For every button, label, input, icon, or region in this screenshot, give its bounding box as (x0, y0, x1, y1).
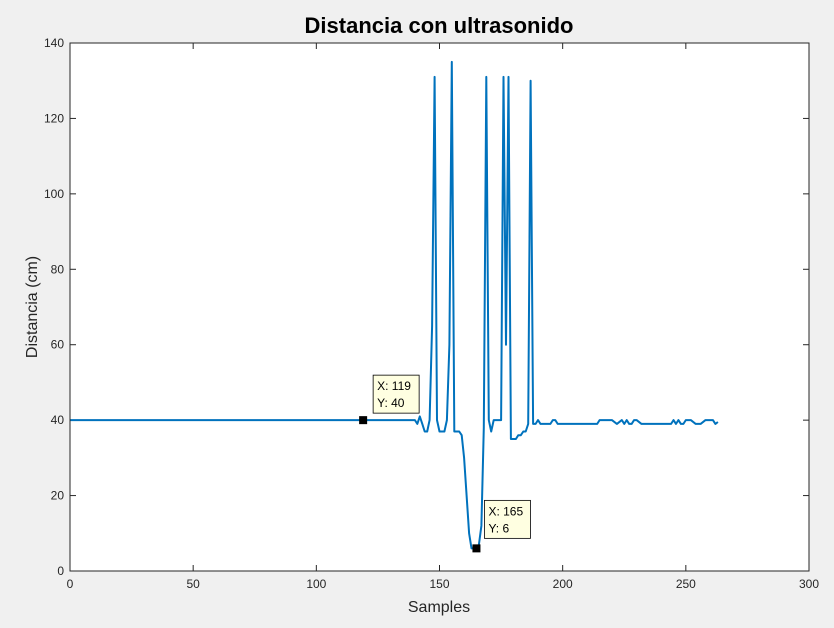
series-line[interactable] (70, 60, 719, 550)
datatip-box (372, 374, 420, 414)
y-tick-label: 140 (44, 36, 64, 50)
datatips-group: X: 119 Y: 40 X: 165 Y: 6 (359, 374, 531, 553)
datatip-y-label: Y: 6 (488, 521, 509, 535)
datatip-box (484, 499, 531, 539)
axes-background (70, 43, 809, 571)
y-axis-label: Distancia (cm) (24, 256, 41, 358)
datatip-x-label: X: 165 (488, 504, 523, 518)
y-tick-label: 20 (51, 489, 65, 503)
x-tick-label: 300 (799, 577, 819, 591)
x-tick-label: 0 (67, 577, 74, 591)
axes-box (69, 42, 810, 572)
x-tick-label: 250 (676, 577, 696, 591)
datatip-x-label: X: 119 (377, 379, 411, 393)
datatip-y-label: Y: 40 (377, 396, 405, 410)
y-tick-label: 120 (44, 111, 64, 125)
axis-ticks: 0 50 100 150 200 250 300 0 20 40 60 80 100 120 140 (44, 36, 819, 591)
chart-title: Distancia con ultrasonido (305, 13, 574, 38)
x-tick-label: 150 (429, 577, 449, 591)
y-tick-label: 60 (51, 338, 65, 352)
x-tick-label: 100 (306, 577, 326, 591)
datatip-marker[interactable] (359, 416, 368, 425)
series-group (70, 60, 719, 550)
x-axis-label: Samples (408, 599, 470, 616)
y-tick-label: 0 (57, 564, 64, 578)
y-tick-label: 40 (51, 413, 65, 427)
x-tick-label: 50 (186, 577, 200, 591)
x-tick-label: 200 (553, 577, 573, 591)
datatip-marker[interactable] (472, 544, 481, 553)
y-tick-label: 100 (44, 187, 64, 201)
datatip[interactable]: X: 119 Y: 40 (359, 374, 420, 425)
datatip[interactable]: X: 165 Y: 6 (472, 499, 531, 553)
y-tick-label: 80 (51, 262, 65, 276)
